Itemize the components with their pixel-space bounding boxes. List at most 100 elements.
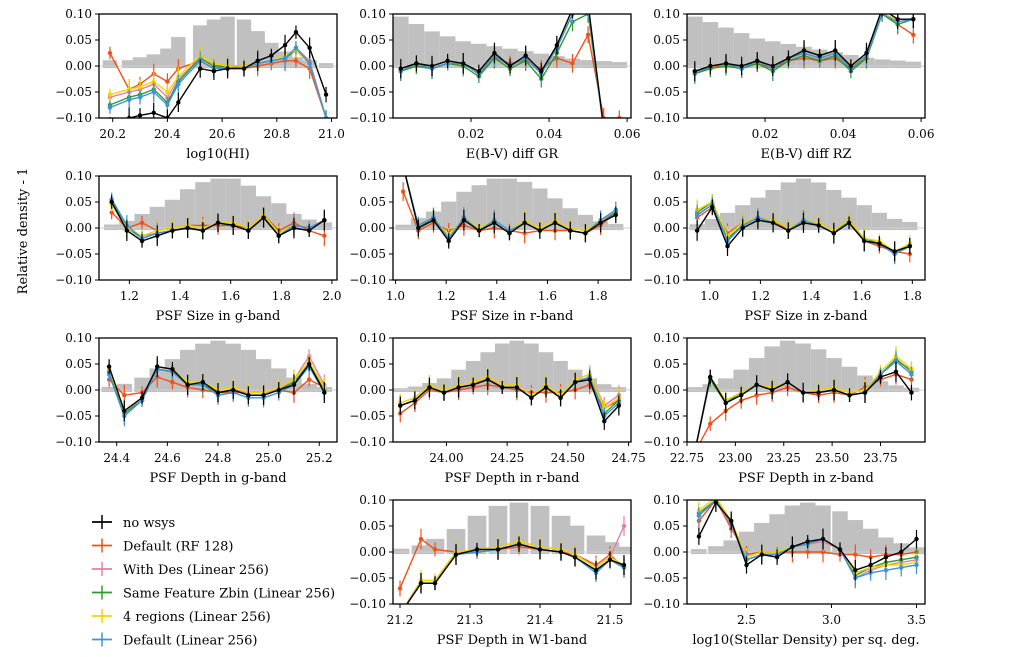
data-point	[770, 220, 776, 225]
data-point	[846, 220, 852, 225]
hist-bar	[597, 384, 612, 393]
y-tick-label: 0.00	[653, 59, 680, 73]
x-tick-label: 24.25	[490, 451, 524, 465]
x-tick-label: 3.0	[822, 613, 841, 627]
hist-bar	[862, 528, 879, 555]
plot-area	[393, 176, 631, 249]
data-point	[429, 63, 435, 69]
hist-bar	[439, 36, 456, 69]
x-tick-label: 21.3	[457, 613, 484, 627]
data-point	[759, 552, 764, 557]
hist-bar	[236, 19, 252, 69]
hist-bar	[733, 33, 750, 69]
data-point	[613, 212, 619, 218]
data-point	[816, 223, 821, 228]
data-point	[230, 223, 236, 228]
y-tick-label: −0.05	[643, 571, 680, 585]
panel-8: −0.10 −0.05 0.00 0.05 0.10 24.00 24.25 24.50 24.…	[349, 331, 646, 486]
hist-bar	[704, 218, 720, 231]
y-tick-label: 0.10	[65, 7, 92, 21]
hist-bar	[779, 340, 796, 393]
data-point	[398, 403, 403, 408]
data-point	[418, 536, 424, 542]
hist-bar	[517, 181, 533, 231]
data-point	[108, 121, 112, 125]
data-point	[708, 374, 713, 380]
plot-area	[687, 178, 925, 265]
hist-bar	[225, 178, 241, 231]
hist-bar	[206, 19, 222, 69]
x-tick-label: 1.8	[903, 289, 922, 303]
data-point	[878, 374, 883, 380]
data-point	[820, 536, 826, 542]
hist-bar	[210, 178, 226, 231]
x-tick-label: 1.4	[802, 289, 821, 303]
data-point	[176, 82, 181, 87]
data-point	[586, 7, 590, 11]
data-point	[398, 66, 404, 71]
data-point	[122, 393, 127, 398]
y-tick-label: 0.00	[359, 383, 386, 397]
y-tick-label: 0.00	[65, 221, 92, 235]
y-tick-label: 0.05	[653, 195, 680, 209]
hist-bar	[271, 203, 287, 231]
data-point	[126, 87, 132, 92]
data-point	[522, 231, 527, 236]
y-tick-label: 0.00	[653, 545, 680, 559]
plot-area	[687, 340, 925, 442]
data-point	[307, 45, 312, 50]
data-point	[456, 385, 461, 390]
series-no-wsys	[106, 356, 327, 422]
data-point	[200, 228, 206, 233]
data-point	[400, 189, 406, 194]
data-point	[151, 79, 156, 84]
data-point	[476, 228, 482, 233]
hist-bar	[826, 358, 842, 393]
data-point	[122, 408, 127, 413]
x-tick-label: 0.04	[830, 127, 857, 141]
y-tick-label: 0.10	[65, 331, 92, 345]
hist-bar	[301, 383, 317, 393]
data-point	[230, 387, 236, 393]
data-point	[200, 380, 206, 385]
hist-bar	[446, 528, 466, 555]
data-point	[713, 500, 719, 505]
hist-bar	[149, 206, 165, 231]
data-point	[432, 581, 438, 586]
y-tick-label: −0.10	[643, 435, 680, 449]
data-point	[601, 126, 605, 130]
hist-bar	[255, 359, 272, 393]
data-point	[585, 32, 591, 37]
data-point	[708, 421, 713, 426]
data-point	[139, 238, 145, 244]
hist-bar	[847, 520, 864, 555]
data-point	[558, 395, 563, 400]
data-point	[461, 218, 467, 223]
data-point	[461, 61, 466, 66]
plot-area	[99, 340, 337, 427]
data-point	[445, 58, 450, 63]
x-tick-label: 3.5	[907, 613, 926, 627]
y-tick-label: −0.05	[349, 571, 386, 585]
x-axis-label: PSF Depth in W1-band	[437, 633, 587, 648]
hist-bar	[748, 358, 765, 393]
hist-bar	[488, 505, 508, 555]
y-tick-label: 0.10	[359, 493, 386, 507]
hist-bar	[411, 545, 431, 555]
x-tick-label: 21.2	[387, 613, 414, 627]
plot-area	[687, 500, 925, 589]
x-tick-label: 1.4	[170, 289, 189, 303]
data-point	[621, 523, 627, 529]
x-tick-label: 22.75	[670, 451, 704, 465]
series-line	[109, 52, 327, 118]
x-tick-label: 24.4	[103, 451, 130, 465]
series-line	[109, 49, 327, 118]
hist-bar	[486, 178, 502, 231]
data-point	[801, 48, 807, 53]
hist-bar	[723, 540, 739, 555]
plot-area	[99, 16, 337, 125]
hist-bar	[164, 199, 181, 231]
hist-bar	[811, 182, 827, 231]
y-tick-label: 0.05	[65, 195, 92, 209]
data-point	[427, 385, 432, 390]
